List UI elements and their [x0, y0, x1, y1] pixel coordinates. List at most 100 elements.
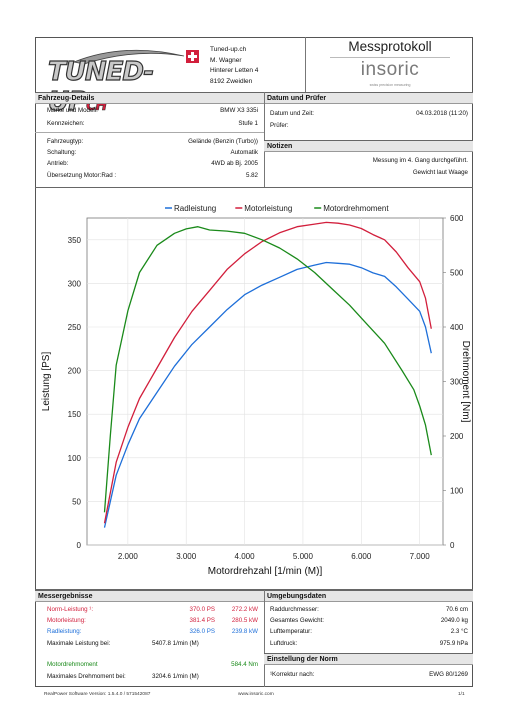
y-right-axis-title: Drehmoment [Nm]: [460, 341, 471, 423]
wheel-power-label: Radleistung:: [47, 628, 82, 635]
chart-grid: [86, 217, 446, 546]
vehicle-row-divider: [35, 132, 264, 133]
vehicle-value-plate: Stufe 1: [238, 120, 258, 127]
chart-ticks: 2.000 3.000 4.000 5.000 6.000 7.000 0 50 100 150 2…: [41, 214, 471, 577]
max-torque-value: 3204.6 1/min (M): [152, 673, 199, 680]
y-left-tick-label: 200: [68, 367, 82, 376]
company-name: Tuned-up.ch: [210, 46, 247, 53]
wheel-power-ps: 326.0 PS: [189, 628, 215, 635]
norm-power-label: Norm-Leistung ¹:: [47, 606, 94, 613]
plot-frame: [86, 217, 444, 546]
x-tick-label: 5.000: [293, 552, 314, 561]
insoric-logo: insoric: [312, 59, 468, 81]
vehicle-label-ratio: Übersetzung Motor:Rad :: [47, 172, 117, 179]
series-line-radleistung: [103, 261, 432, 528]
max-power-label: Maximale Leistung bei:: [47, 640, 111, 647]
series-line-motorleistung: [103, 221, 432, 524]
wheel-power-kw: 239.8 kW: [231, 628, 258, 635]
env-label-temp: Lufttemperatur:: [270, 628, 312, 635]
vehicle-value-ratio: 5.82: [245, 172, 258, 179]
y-left-tick-label: 350: [68, 236, 82, 245]
y-left-tick-label: 150: [68, 410, 82, 419]
norm-power-ps: 370.0 PS: [189, 606, 215, 613]
date-label: Datum und Zeit:: [270, 110, 315, 117]
norm-value: EWG 80/1269: [429, 671, 468, 678]
chart-curves: [103, 221, 432, 528]
env-value-wheel: 70.6 cm: [445, 606, 468, 613]
footer-software: RealPower Software Version: 1.5.4.0 / 57…: [44, 692, 151, 697]
environment-section-title: Umgebungsdaten: [264, 590, 473, 602]
logo-swoosh-icon: [72, 49, 199, 65]
vehicle-label-model: Marke und Modell:: [47, 107, 98, 114]
x-axis-title: Motordrehzahl [1/min (M)]: [208, 566, 323, 577]
tunedup-logo: TUNED-UPCH: [44, 44, 202, 118]
engine-power-kw: 280.5 kW: [231, 617, 258, 624]
engine-power-ps: 381.4 PS: [189, 617, 215, 624]
note-line-2: Gewicht laut Waage: [412, 169, 468, 176]
env-label-pressure: Luftdruck:: [270, 640, 298, 647]
engine-power-label: Motorleistung:: [47, 617, 86, 624]
date-section-title: Datum und Prüfer: [264, 92, 473, 104]
report-page: [35, 37, 473, 687]
company-city: 8192 Zweidlen: [210, 77, 253, 85]
y-left-tick-label: 250: [68, 323, 82, 332]
norm-section-title: Einstellung der Norm: [264, 653, 473, 665]
env-value-pressure: 975.9 hPa: [439, 640, 468, 647]
vehicle-value-type: Gelände (Benzin (Turbo)): [188, 138, 258, 145]
vehicle-value-model: BMW X3 335i: [220, 107, 258, 114]
y-left-axis-title: Leistung [PS]: [41, 352, 52, 412]
y-right-tick-label: 600: [450, 214, 464, 223]
header-divider: [305, 37, 306, 92]
max-power-value: 5407.8 1/min (M): [152, 640, 199, 647]
vehicle-section-title: Fahrzeug-Details: [35, 92, 264, 104]
brand-tagline: swiss precision measuring: [369, 83, 411, 87]
chart-bottom-border: [35, 589, 473, 590]
y-right-tick-label: 0: [450, 541, 455, 550]
vehicle-label-type: Fahrzeugtyp:: [47, 138, 84, 145]
power-torque-chart: 2.000 3.000 4.000 5.000 6.000 7.000 0 50 100 150 2…: [41, 204, 471, 577]
chart-top-border: [35, 187, 473, 188]
doc-title: Messprotokoll: [348, 39, 432, 54]
y-right-tick-label: 200: [450, 432, 464, 441]
norm-power-kw: 272.2 kW: [231, 606, 258, 613]
results-divider: [264, 590, 265, 687]
y-right-tick-label: 100: [450, 487, 464, 496]
title-underline: [330, 57, 450, 58]
company-owner: M. Wagner: [210, 56, 242, 64]
y-left-tick-label: 50: [72, 497, 81, 506]
legend-label: Motordrehmoment: [323, 204, 389, 213]
company-address: Tuned-up.ch M. Wagner Hinterer Letten 4 …: [210, 45, 258, 87]
brand-name: insoric: [360, 59, 420, 80]
footer-page: 1/1: [458, 692, 465, 697]
y-left-tick-label: 300: [68, 279, 82, 288]
vehicle-label-drive: Antrieb:: [47, 160, 69, 167]
note-line-1: Messung im 4. Gang durchgeführt.: [372, 157, 468, 164]
y-right-tick-label: 300: [450, 378, 464, 387]
torque-label: Motordrehmoment: [47, 661, 98, 668]
y-left-tick-label: 100: [68, 454, 82, 463]
x-tick-label: 6.000: [351, 552, 372, 561]
company-street: Hinterer Letten 4: [210, 67, 259, 74]
footer-website[interactable]: www.insoric.com: [238, 692, 274, 697]
vehicle-value-drive: 4WD ab Bj. 2005: [211, 160, 258, 167]
vehicle-label-gearbox: Schaltung:: [47, 149, 77, 156]
norm-label: ¹Korrektur nach:: [270, 671, 315, 678]
legend-label: Radleistung: [174, 204, 216, 213]
results-section-title: Messergebnisse: [35, 590, 264, 602]
env-label-wheel: Raddurchmesser:: [270, 606, 319, 613]
notes-section-title: Notizen: [264, 140, 473, 152]
series-line-motordrehmoment: [103, 226, 432, 513]
env-value-temp: 2.3 °C: [450, 628, 468, 635]
vehicle-value-gearbox: Automatik: [230, 149, 258, 156]
max-torque-label: Maximales Drehmoment bei:: [47, 673, 126, 680]
y-right-tick-label: 400: [450, 323, 464, 332]
y-left-tick-label: 0: [77, 541, 82, 550]
torque-value: 584.4 Nm: [231, 661, 258, 668]
x-tick-label: 7.000: [410, 552, 431, 561]
env-label-weight: Gesamtes Gewicht:: [270, 617, 324, 624]
date-value: 04.03.2018 (11:20): [416, 110, 468, 117]
tester-label: Prüfer:: [270, 122, 289, 129]
y-right-tick-label: 500: [450, 269, 464, 278]
legend-label: Motorleistung: [244, 204, 292, 213]
x-tick-label: 2.000: [118, 552, 139, 561]
